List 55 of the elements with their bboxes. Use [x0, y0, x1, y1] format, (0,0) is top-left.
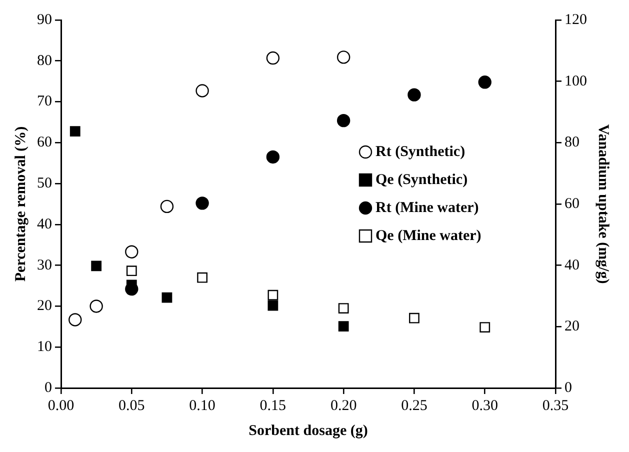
point [268, 290, 278, 300]
y-tick-label: 30 [37, 257, 52, 274]
x-tick-label: 0.25 [401, 398, 428, 414]
point [197, 272, 208, 283]
point [91, 260, 102, 272]
y-tick-label: 0 [44, 380, 52, 396]
x-tick-label: 0.00 [48, 398, 74, 414]
point [338, 321, 349, 332]
legend-label: Rt (Mine water) [376, 200, 479, 216]
point [408, 88, 421, 102]
y2-axis-title: Vanadium uptake (mg/g) [595, 124, 612, 284]
y2-tick-label: 60 [564, 196, 580, 212]
x-tick-label: 0.20 [330, 398, 357, 414]
legend-label: Rt (Synthetic) [376, 144, 466, 160]
y-tick-label: 40 [37, 216, 52, 232]
y2-tick-label: 0 [564, 380, 572, 396]
point [125, 245, 138, 258]
x-axis-title: Sorbent dosage (g) [248, 422, 368, 439]
y2-tick-label: 120 [564, 12, 587, 28]
point [90, 300, 103, 313]
point [70, 126, 80, 137]
x-tick-label: 0.30 [472, 398, 498, 414]
point [409, 312, 420, 324]
point [266, 150, 280, 164]
point [196, 84, 209, 98]
x-tick-label: 0.35 [542, 398, 569, 414]
point [336, 114, 350, 128]
point [196, 196, 209, 210]
x-tick-label: 0.10 [189, 398, 216, 414]
y-tick-label: 70 [37, 94, 52, 110]
point [160, 200, 174, 214]
x-tick-label: 0.05 [118, 398, 145, 414]
point [162, 292, 172, 303]
y-axis-title: Percentage removal (%) [12, 126, 29, 282]
point [478, 76, 492, 89]
y-tick-label: 80 [37, 52, 52, 69]
legend-label: Qe (Synthetic) [376, 172, 468, 188]
y2-tick-label: 100 [564, 73, 587, 90]
y-tick-label: 60 [37, 134, 52, 151]
y-tick-label: 90 [37, 12, 52, 28]
y-tick-label: 10 [37, 339, 52, 356]
point [480, 322, 490, 332]
y2-tick-label: 40 [564, 257, 580, 274]
y-tick-label: 20 [37, 298, 52, 314]
y-tick-label: 50 [37, 175, 52, 192]
y2-tick-label: 20 [564, 318, 580, 335]
point [266, 51, 280, 65]
y2-tick-label: 80 [564, 134, 580, 151]
legend-label: Qe (Mine water) [376, 228, 482, 244]
point [68, 313, 82, 326]
point [336, 50, 350, 64]
point [268, 300, 278, 311]
point [126, 266, 137, 276]
x-tick-label: 0.15 [260, 398, 286, 414]
point [338, 303, 349, 314]
